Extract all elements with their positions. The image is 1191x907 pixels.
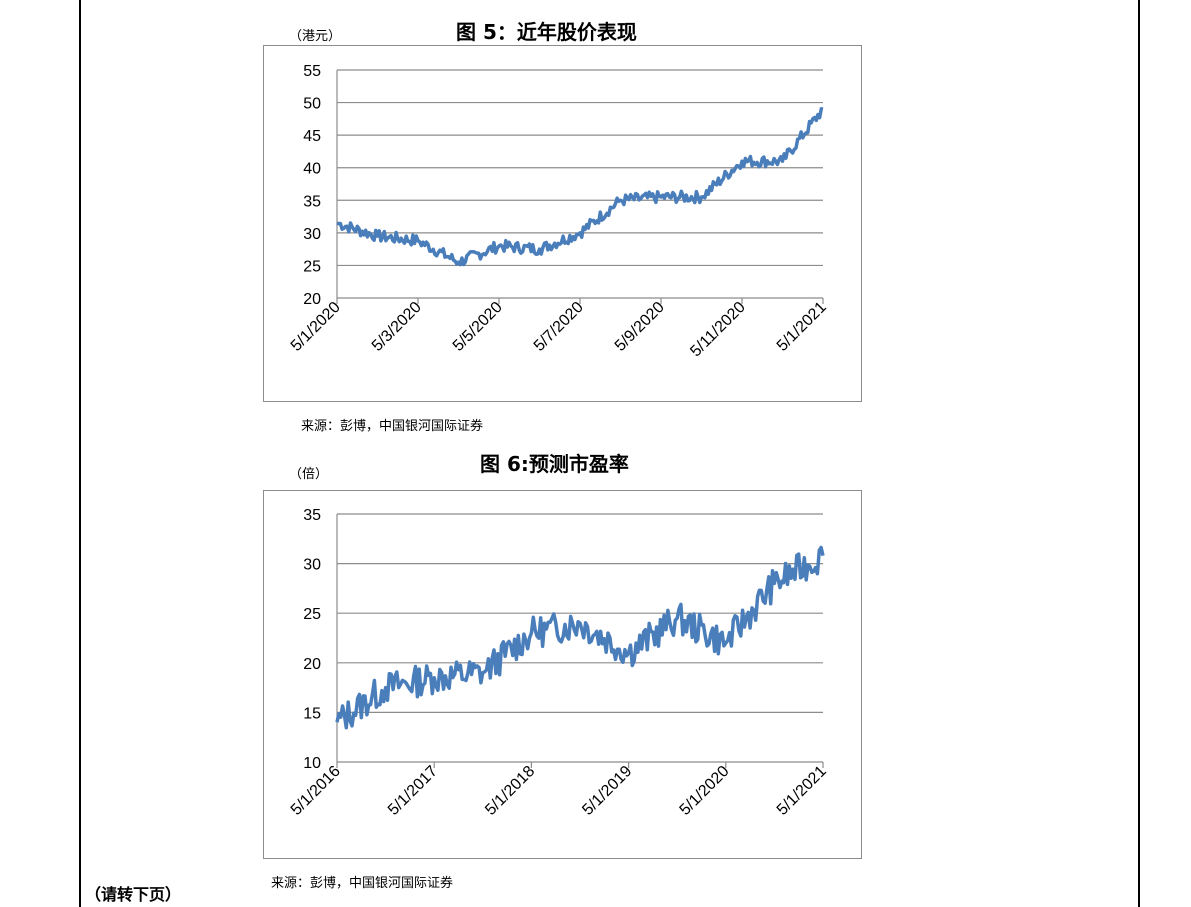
- y-tick-label: 20: [303, 656, 321, 673]
- figure-5-chart-frame: 20 25 30 35 40 45 50 55 5/1/2020 5/3/2020 5/5/2020…: [263, 45, 862, 402]
- page-border-right: [1138, 0, 1140, 907]
- x-tick-label: 5/5/2020: [450, 299, 506, 355]
- x-tick-label: 5/11/2020: [687, 299, 749, 361]
- y-tick-label: 50: [303, 96, 321, 113]
- figure-5-unit: （港元）: [289, 29, 342, 44]
- x-tick-label: 5/3/2020: [369, 299, 425, 355]
- y-tick-label: 10: [303, 755, 321, 772]
- y-tick-label: 25: [303, 606, 321, 623]
- figure-6-unit: （倍）: [289, 467, 329, 482]
- x-tick-label: 5/1/2018: [482, 763, 538, 819]
- figure-6-title: 图 6:预测市盈率: [480, 452, 629, 476]
- page-border-left: [79, 0, 81, 907]
- y-tick-label: 35: [303, 193, 321, 210]
- y-tick-label: 30: [303, 557, 321, 574]
- y-tick-label: 15: [303, 705, 321, 722]
- x-tick-label: 5/9/2020: [612, 299, 668, 355]
- figure-5-title: 图 5：近年股价表现: [456, 20, 637, 44]
- x-tick-label: 5/1/2019: [579, 763, 635, 819]
- figure-5-source: 来源：彭博，中国银河国际证券: [301, 419, 484, 434]
- x-tick-label: 5/7/2020: [531, 299, 587, 355]
- y-tick-label: 35: [303, 507, 321, 524]
- y-tick-label: 20: [303, 291, 321, 308]
- continued-note: （请转下页）: [85, 885, 182, 904]
- x-tick-label: 5/1/2021: [774, 299, 830, 355]
- figure-6-chart-frame: 10 15 20 25 30 35 5/1/2016 5/1/2017 5/1/2018 5/1/…: [263, 490, 862, 859]
- y-tick-label: 40: [303, 161, 321, 178]
- series-line: [335, 545, 825, 730]
- y-tick-label: 30: [303, 226, 321, 243]
- series-line: [336, 107, 824, 267]
- x-tick-label: 5/1/2021: [774, 763, 830, 819]
- y-tick-label: 25: [303, 258, 321, 275]
- y-tick-label: 45: [303, 128, 321, 145]
- x-tick-label: 5/1/2020: [677, 763, 733, 819]
- y-tick-label: 55: [303, 63, 321, 80]
- x-tick-label: 5/1/2017: [385, 763, 441, 819]
- figure-6-source: 来源：彭博，中国银河国际证券: [271, 876, 454, 891]
